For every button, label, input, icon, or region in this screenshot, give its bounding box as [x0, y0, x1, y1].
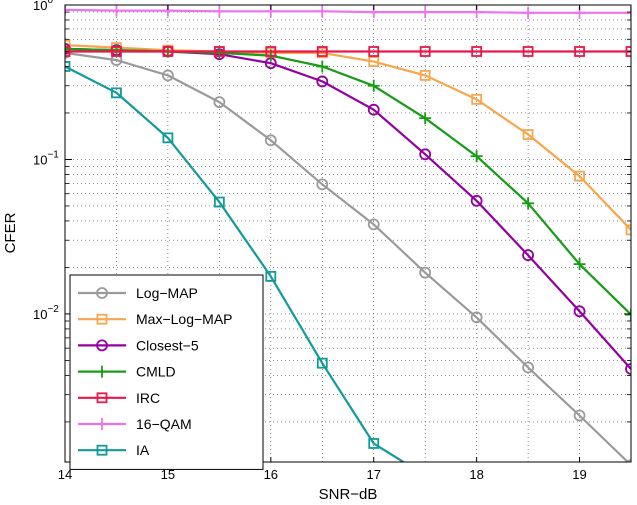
x-tick-label: 18 [469, 467, 483, 482]
legend-marker-closest-5 [96, 339, 108, 352]
series-ia [65, 61, 430, 480]
data-point-log-map [522, 361, 534, 374]
data-point-irc [419, 46, 431, 57]
legend-marker-16-qam [96, 418, 108, 430]
data-point-cmld [625, 308, 631, 321]
legend: Log−MAP Max−Log−MAP Closest−5 CMLD IRC 16−QAM… [69, 274, 264, 470]
data-point-log-map [162, 69, 174, 82]
legend-label-cmld: CMLD [136, 364, 176, 380]
legend-marker-ia [96, 444, 108, 456]
data-point-closest-5 [573, 305, 586, 318]
data-point-log-map [573, 409, 586, 422]
data-point-max-log-map [419, 70, 431, 81]
data-point-ia [265, 270, 277, 282]
data-point-16-qam [316, 5, 329, 18]
data-point-closest-5 [419, 148, 432, 161]
series-layer [65, 5, 631, 480]
data-point-irc [471, 46, 483, 57]
data-point-16-qam [625, 6, 631, 19]
data-point-log-map [264, 134, 277, 147]
plot-frame [64, 4, 632, 463]
x-tick-label: 15 [161, 467, 175, 482]
data-point-irc [65, 46, 71, 57]
series-line-max-log-map [65, 44, 631, 231]
data-point-irc [368, 46, 380, 57]
x-axis-label: SNR−dB [319, 486, 378, 503]
legend-label-ia: IA [136, 442, 150, 458]
data-point-cmld [419, 112, 432, 125]
data-point-irc [265, 46, 277, 57]
data-point-cmld [522, 197, 535, 210]
data-point-max-log-map [471, 93, 483, 105]
x-tick-label: 19 [572, 467, 586, 482]
data-point-16-qam [213, 5, 226, 18]
data-point-closest-5 [316, 75, 329, 88]
data-point-16-qam [522, 6, 535, 19]
data-point-ia [421, 471, 430, 480]
x-tick-label: 17 [366, 467, 380, 482]
legend-marker-max-log-map [96, 313, 108, 325]
legend-label-log-map: Log−MAP [136, 285, 198, 301]
data-point-max-log-map [625, 224, 631, 236]
legend-marker-irc [96, 392, 108, 404]
data-point-16-qam [65, 5, 71, 16]
data-point-max-log-map [574, 170, 585, 182]
data-point-irc [522, 46, 534, 57]
axis-ticks: 14 15 16 17 18 19 100 10−1 10−2 [33, 0, 631, 482]
series-line-log-map [65, 51, 630, 462]
y-tick-label: 10−2 [33, 304, 59, 322]
legend-label-max-log-map: Max−Log−MAP [136, 311, 233, 327]
data-point-ia [65, 61, 71, 72]
data-point-cmld [573, 258, 586, 271]
series-line-ia [65, 65, 406, 462]
data-point-max-log-map [522, 129, 534, 140]
data-point-irc [111, 46, 122, 57]
y-axis-label: CFER [2, 212, 19, 253]
data-point-ia [111, 87, 122, 99]
data-point-closest-5 [470, 194, 483, 207]
data-point-log-map [316, 178, 329, 191]
data-point-cmld [316, 60, 329, 73]
data-point-closest-5 [367, 103, 380, 116]
data-point-16-qam [110, 5, 123, 17]
data-point-log-map [367, 218, 380, 231]
legend-marker-cmld [96, 365, 108, 378]
legend-label-closest-5: Closest−5 [136, 337, 199, 353]
y-tick-label: 100 [33, 0, 53, 13]
x-tick-label: 14 [58, 467, 72, 482]
data-point-closest-5 [625, 363, 631, 375]
series-irc [65, 46, 631, 57]
data-point-irc [574, 46, 585, 57]
data-point-log-map [419, 266, 432, 279]
data-point-cmld [470, 150, 483, 163]
data-point-closest-5 [522, 249, 534, 262]
data-point-ia [316, 357, 328, 369]
data-point-irc [316, 46, 328, 57]
legend-marker-log-map [96, 287, 108, 299]
y-tick-label: 10−1 [33, 149, 59, 167]
data-point-cmld [367, 79, 380, 92]
data-point-log-map [470, 311, 483, 324]
series-line-16-qam [65, 8, 631, 14]
series-log-map [65, 46, 631, 462]
data-point-irc [213, 46, 225, 57]
data-point-irc [162, 46, 174, 57]
x-tick-label: 16 [264, 467, 278, 482]
data-point-max-log-map [368, 56, 380, 68]
data-point-log-map [213, 96, 226, 109]
data-point-irc [625, 46, 631, 57]
data-point-ia [213, 196, 225, 208]
grid-lines [65, 5, 631, 462]
data-point-ia [162, 132, 174, 144]
data-point-16-qam [419, 6, 432, 19]
legend-label-irc: IRC [136, 390, 160, 406]
data-point-ia [368, 438, 380, 449]
legend-label-16-qam: 16−QAM [136, 416, 192, 432]
